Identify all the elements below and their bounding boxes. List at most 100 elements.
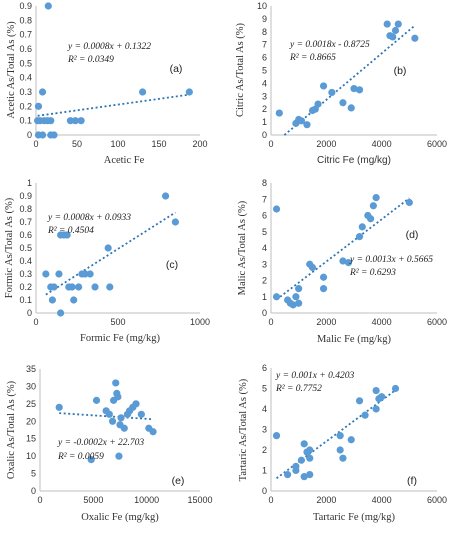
y-tick-label: 20 xyxy=(26,416,36,426)
y-tick-label: 6 xyxy=(262,53,267,63)
data-point xyxy=(361,411,369,419)
data-point xyxy=(292,293,300,301)
y-tick-label: 0.6 xyxy=(19,44,32,54)
x-axis-label: Formic Fe (mg/kg) xyxy=(80,333,160,344)
r-squared: R² = 0.0349 xyxy=(67,55,114,65)
y-tick-label: 25 xyxy=(26,399,36,409)
y-tick-label: 2 xyxy=(262,445,267,455)
data-point xyxy=(66,117,75,125)
y-tick-label: 1 xyxy=(262,292,267,302)
x-tick-label: 15000 xyxy=(187,495,212,505)
data-point xyxy=(70,296,78,304)
x-tick-label: 0 xyxy=(268,139,273,149)
data-point xyxy=(75,283,83,291)
data-point xyxy=(63,231,71,239)
data-point xyxy=(358,223,366,231)
y-tick-label: 8 xyxy=(262,27,267,37)
data-point xyxy=(81,270,89,278)
data-point xyxy=(355,233,364,241)
trendline xyxy=(275,389,397,480)
x-tick-label: 6000 xyxy=(427,317,447,327)
data-point xyxy=(394,20,402,28)
panel-label: (c) xyxy=(166,259,178,271)
data-point xyxy=(149,428,157,436)
data-point xyxy=(372,405,380,413)
data-point xyxy=(391,26,400,35)
regression-equation: y = -0.0002x + 22.703 xyxy=(57,438,144,448)
data-point xyxy=(405,198,413,207)
panel-label: (a) xyxy=(170,63,183,75)
data-point xyxy=(369,202,377,210)
x-tick-label: 150 xyxy=(151,139,166,149)
x-tick-label: 50 xyxy=(72,139,82,149)
data-point xyxy=(114,393,122,401)
y-tick-label: 4 xyxy=(262,404,267,414)
y-axis-label: Malic As/Total As (%) xyxy=(237,200,248,295)
y-axis-label: Acetic As/Total As (%) xyxy=(6,21,17,119)
data-point xyxy=(314,100,322,108)
y-tick-label: 0.2 xyxy=(19,282,32,292)
panel-label: (f) xyxy=(407,475,417,487)
data-point xyxy=(42,270,50,278)
y-tick-label: 0.1 xyxy=(19,116,32,126)
y-tick-label: 0.3 xyxy=(19,87,32,97)
y-tick-label: 2 xyxy=(262,104,267,114)
data-point xyxy=(306,471,314,479)
data-point xyxy=(112,379,120,387)
x-tick-label: 0 xyxy=(268,495,273,505)
data-point xyxy=(336,446,344,454)
data-point xyxy=(319,273,328,281)
r-squared: R² = 0.8665 xyxy=(289,53,336,63)
regression-equation: y = 0.0008x + 0.1322 xyxy=(67,42,151,52)
data-point xyxy=(289,301,297,309)
trendline xyxy=(59,412,154,421)
data-point xyxy=(86,270,94,278)
x-tick-label: 4000 xyxy=(372,317,392,327)
data-point xyxy=(137,410,145,418)
y-tick-label: 4 xyxy=(262,78,267,88)
data-point xyxy=(117,414,125,422)
data-point xyxy=(339,454,347,462)
data-point xyxy=(297,456,306,464)
x-tick-label: 6000 xyxy=(427,139,447,149)
y-tick-label: 0.7 xyxy=(19,217,32,227)
data-point xyxy=(106,283,114,291)
data-point xyxy=(87,456,95,464)
data-point xyxy=(319,82,328,90)
data-point xyxy=(295,299,303,307)
y-tick-label: 6 xyxy=(262,363,267,373)
panel-f: 0 1 2 3 4 5 6 0 2000 4000 6000 Tartaric Fe (mg/kg) T… xyxy=(238,363,447,523)
data-point xyxy=(297,117,306,125)
data-point xyxy=(300,473,308,481)
x-tick-label: 0 xyxy=(268,317,273,327)
panel-label: (e) xyxy=(172,475,185,487)
y-tick-label: 0.7 xyxy=(19,30,32,40)
data-point xyxy=(383,20,391,28)
y-tick-label: 0.4 xyxy=(19,73,32,83)
y-tick-label: 7 xyxy=(262,194,267,204)
data-point xyxy=(339,257,347,265)
x-tick-label: 2000 xyxy=(316,139,336,149)
data-point xyxy=(105,410,113,418)
data-point xyxy=(275,109,283,117)
data-point xyxy=(372,194,380,202)
data-point xyxy=(355,86,364,94)
y-tick-label: 0 xyxy=(262,130,267,140)
data-point xyxy=(336,432,344,440)
y-axis-label: Formic As/Total As (%) xyxy=(4,197,15,298)
data-point xyxy=(272,432,281,440)
x-tick-label: 4000 xyxy=(372,495,392,505)
panel-b: 0 1 2 3 4 5 6 7 8 9 10 0 2000 4000 6000 Citric Fe (mg/k… xyxy=(235,1,447,166)
data-point xyxy=(50,283,58,291)
data-point xyxy=(306,446,314,454)
data-point xyxy=(355,397,364,405)
x-tick-label: 1000 xyxy=(190,317,210,327)
data-point xyxy=(272,293,281,301)
y-tick-label: 4 xyxy=(262,243,267,253)
y-tick-label: 5 xyxy=(262,227,267,237)
y-tick-label: 0 xyxy=(262,486,267,496)
regression-equation: y = 0.001x + 0.4203 xyxy=(275,371,355,381)
data-point xyxy=(391,384,400,393)
data-point xyxy=(47,117,55,125)
x-tick-label: 0 xyxy=(33,139,38,149)
